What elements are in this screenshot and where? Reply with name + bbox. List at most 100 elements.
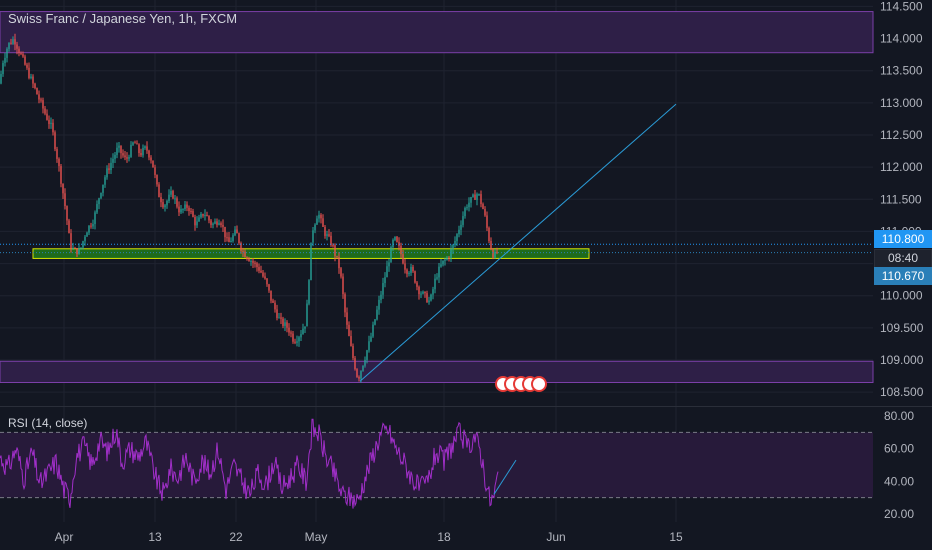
candle-body — [420, 293, 422, 295]
candle-body — [408, 272, 410, 274]
candle-body — [474, 194, 476, 200]
x-tick-label: 15 — [669, 530, 683, 544]
candle-body — [490, 240, 492, 250]
candle-body — [182, 209, 184, 211]
candle-body — [416, 282, 418, 287]
candle-body — [212, 223, 214, 225]
candle-body — [446, 257, 448, 260]
candle-body — [436, 277, 438, 279]
candle-body — [360, 370, 362, 379]
candle-body — [216, 221, 218, 225]
candle-body — [454, 241, 456, 245]
candle-body — [172, 191, 174, 199]
price-tick-label: 108.500 — [880, 385, 924, 399]
candle-body — [312, 230, 314, 243]
candle-body — [232, 235, 234, 241]
price-tick-label: 109.500 — [880, 321, 924, 335]
candle-body — [434, 278, 436, 290]
candle-body — [374, 319, 376, 325]
candle-body — [394, 236, 396, 240]
candle-body — [286, 322, 288, 328]
price-tick-label: 112.500 — [880, 128, 923, 142]
candle-body — [270, 290, 272, 301]
candle-body — [130, 144, 132, 157]
price-tick-label: 110.000 — [880, 289, 923, 303]
candle-body — [316, 218, 318, 225]
price-tick-label: 111.500 — [880, 192, 922, 206]
candle-body — [26, 64, 28, 68]
rsi-trendline — [493, 459, 517, 495]
candle-body — [34, 83, 36, 89]
candle-body — [334, 245, 336, 256]
rsi-tick-label: 60.00 — [884, 442, 914, 456]
candle-body — [12, 39, 14, 44]
candle-body — [304, 326, 306, 329]
candle-body — [184, 204, 186, 210]
candle-body — [494, 251, 496, 258]
candle-body — [180, 209, 182, 213]
candle-body — [254, 262, 256, 264]
candle-body — [134, 142, 136, 144]
candle-body — [430, 294, 432, 301]
x-tick-label: 13 — [148, 530, 162, 544]
candle-body — [114, 154, 116, 159]
candle-body — [308, 280, 310, 304]
chart-title: Swiss Franc / Japanese Yen, 1h, FXCM — [8, 11, 238, 26]
candle-body — [278, 317, 280, 319]
candle-body — [236, 229, 238, 234]
candle-body — [344, 294, 346, 313]
candle-body — [356, 369, 358, 377]
candle-body — [174, 198, 176, 200]
candle-body — [378, 299, 380, 310]
candle-body — [246, 257, 248, 259]
candle-body — [230, 240, 232, 243]
x-tick-label: Jun — [546, 530, 565, 544]
rsi-tick-label: 80.00 — [884, 409, 914, 423]
candle-body — [86, 232, 88, 237]
candle-body — [164, 205, 166, 208]
candle-body — [314, 224, 316, 231]
candle-body — [70, 233, 72, 249]
candle-body — [60, 166, 62, 184]
price-candles — [0, 33, 498, 383]
candle-body — [168, 194, 170, 201]
event-marker — [531, 376, 547, 392]
candle-body — [340, 268, 342, 277]
candle-body — [24, 56, 26, 65]
candle-body — [276, 309, 278, 318]
candle-body — [88, 225, 90, 233]
candle-body — [82, 241, 84, 248]
candle-body — [376, 309, 378, 320]
candle-body — [330, 235, 332, 246]
candle-body — [162, 202, 164, 208]
candle-body — [16, 44, 18, 49]
candle-body — [438, 266, 440, 278]
candle-body — [54, 132, 56, 150]
candle-body — [260, 270, 262, 273]
candle-body — [478, 194, 480, 196]
candle-body — [48, 119, 50, 124]
candle-body — [302, 328, 304, 335]
price-tick-label: 113.000 — [880, 96, 923, 110]
candle-body — [52, 122, 54, 133]
rsi-band — [0, 432, 873, 498]
candle-body — [258, 267, 260, 271]
candle-body — [32, 76, 34, 84]
candle-body — [6, 48, 8, 58]
candle-body — [364, 359, 366, 366]
candle-body — [390, 246, 392, 263]
price-tick-label: 114.000 — [880, 32, 923, 46]
candle-body — [256, 263, 258, 268]
candle-body — [290, 332, 292, 334]
candle-body — [458, 229, 460, 235]
candle-body — [472, 194, 474, 198]
candle-body — [202, 213, 204, 216]
candle-body — [22, 54, 24, 57]
candle-body — [136, 143, 138, 145]
candle-body — [40, 99, 42, 101]
candle-body — [342, 276, 344, 295]
candle-body — [124, 155, 126, 158]
candle-body — [204, 214, 206, 216]
candle-body — [132, 142, 134, 145]
